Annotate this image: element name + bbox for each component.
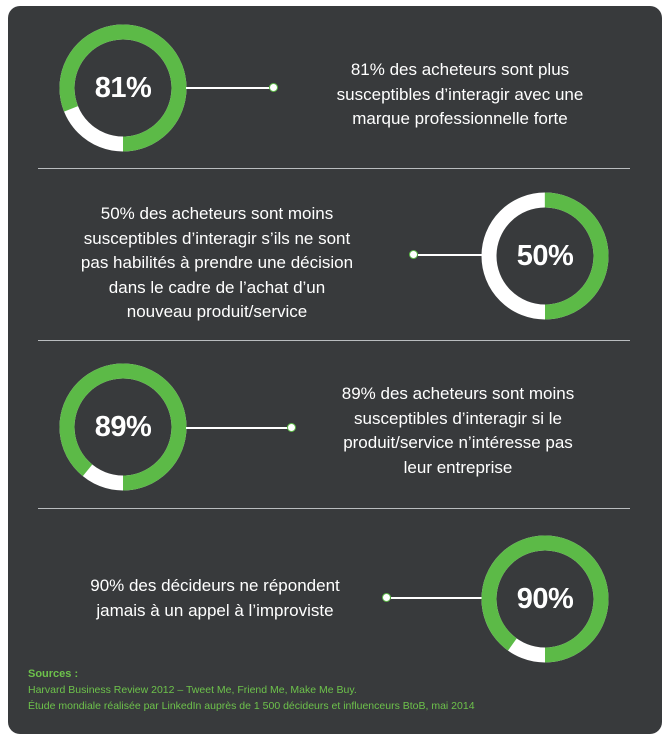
stat-text-line: susceptibles d’interagir avec une [336, 84, 584, 104]
stat-text-line: susceptibles d’interagir si le [354, 408, 562, 428]
donut-svg-3 [59, 363, 187, 491]
source-line-2: Étude mondiale réalisée par LinkedIn aup… [28, 700, 475, 712]
donut-value-label-1: 81% [94, 71, 152, 104]
connector-dot-3 [287, 423, 296, 432]
donut-value-arc [481, 192, 609, 320]
donut-value-arc [481, 535, 609, 663]
donut-value-arc [59, 24, 187, 152]
connector-line-4 [391, 597, 484, 599]
source-line-1: Harvard Business Review 2012 – Tweet Me,… [28, 684, 357, 696]
connector-line-1 [186, 87, 272, 89]
donut-chart-1: 81% [58, 23, 188, 153]
stat-description-3: 89% des acheteurs sont moins susceptible… [298, 382, 618, 480]
section-divider-2 [38, 340, 630, 341]
donut-value-label-2: 50% [516, 239, 574, 272]
section-divider-1 [38, 168, 630, 169]
donut-svg-2 [481, 192, 609, 320]
stat-text-line: 89% des acheteurs sont moins [341, 384, 575, 403]
donut-svg-1 [59, 24, 187, 152]
sources-block: Sources : Harvard Business Review 2012 –… [28, 666, 475, 714]
stat-text-line: jamais à un appel à l’improviste [96, 600, 334, 620]
stat-text-line: 50% des acheteurs sont moins [100, 204, 334, 223]
connector-dot-1 [269, 83, 278, 92]
stat-text-line: susceptibles d’interagir s’ils ne sont [83, 228, 351, 248]
stat-description-4: 90% des décideurs ne répondent jamais à … [48, 574, 382, 623]
stat-text-line: pas habilités à prendre une décision [80, 253, 354, 272]
connector-line-3 [186, 427, 290, 429]
donut-value-label-3: 89% [94, 410, 152, 443]
section-divider-3 [38, 508, 630, 509]
donut-svg-4 [481, 535, 609, 663]
stat-text-line: leur entreprise [403, 457, 513, 477]
connector-dot-2 [409, 250, 418, 259]
stat-description-2: 50% des acheteurs sont moins susceptible… [50, 202, 384, 325]
sources-title: Sources : [28, 668, 79, 680]
stat-text-line: 90% des décideurs ne répondent [90, 576, 340, 595]
donut-chart-3: 89% [58, 362, 188, 492]
donut-value-arc [59, 363, 187, 491]
donut-value-label-4: 90% [516, 582, 574, 615]
infographic-panel: 81% 81% des acheteurs sont plus suscepti… [8, 6, 662, 734]
stat-text-line: marque professionnelle forte [352, 109, 568, 128]
donut-chart-2: 50% [480, 191, 610, 321]
stat-text-line: 81% des acheteurs sont plus [350, 60, 570, 79]
connector-line-2 [418, 254, 484, 256]
stat-text-line: dans le cadre de l’achat d’un [108, 277, 326, 297]
connector-dot-4 [382, 593, 391, 602]
donut-chart-4: 90% [480, 534, 610, 664]
stat-description-1: 81% des acheteurs sont plus susceptibles… [300, 58, 620, 132]
stat-text-line: produit/service n’intéresse pas [343, 433, 573, 452]
stat-text-line: nouveau produit/service [126, 302, 308, 321]
